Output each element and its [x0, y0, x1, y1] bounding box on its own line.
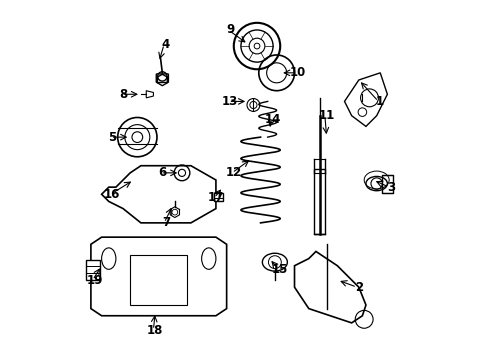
Bar: [381, 175, 392, 193]
Text: 17: 17: [207, 192, 224, 204]
Text: 1: 1: [375, 95, 384, 108]
Text: 16: 16: [104, 188, 120, 201]
Text: 6: 6: [158, 166, 166, 179]
Text: 10: 10: [289, 66, 305, 79]
Bar: [130, 255, 187, 305]
Text: 3: 3: [386, 181, 394, 194]
Text: 14: 14: [264, 113, 281, 126]
Text: 11: 11: [318, 109, 334, 122]
Bar: [85, 260, 100, 280]
Text: 12: 12: [225, 166, 242, 179]
Bar: [214, 193, 223, 202]
Text: 15: 15: [271, 263, 288, 276]
Text: 8: 8: [119, 88, 127, 101]
Text: 2: 2: [354, 281, 362, 294]
Text: 18: 18: [147, 324, 163, 337]
Text: 9: 9: [225, 23, 234, 36]
Text: 5: 5: [108, 131, 116, 144]
Text: 7: 7: [162, 216, 170, 229]
Text: 13: 13: [222, 95, 238, 108]
Text: 19: 19: [86, 274, 102, 287]
Text: 4: 4: [162, 38, 170, 51]
Bar: [313, 169, 324, 234]
